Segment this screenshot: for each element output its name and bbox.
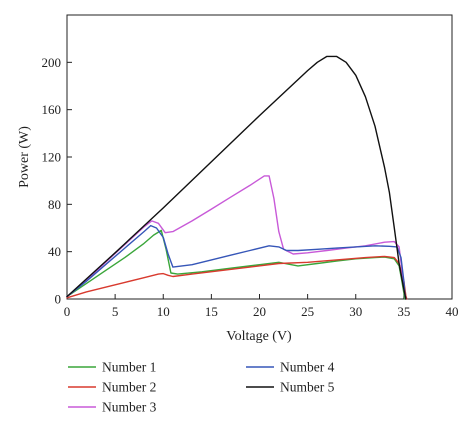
y-axis-label: Power (W): [17, 126, 32, 188]
series-line-5: [66, 55, 407, 300]
series-line-2: [66, 255, 408, 300]
x-tick-label: 35: [397, 304, 410, 319]
y-tick-label: 200: [42, 55, 62, 70]
x-tick-label: 30: [349, 304, 362, 319]
legend: Number 1 Number 2 Number 3 Number 4 Number 5: [68, 360, 335, 415]
x-tick-label: 5: [112, 304, 119, 319]
legend-label: Number 2: [102, 380, 156, 395]
x-tick-label: 15: [205, 304, 218, 319]
y-tick-label: 40: [48, 244, 61, 259]
x-tick-label: 10: [157, 304, 170, 319]
x-tick-label: 25: [301, 304, 314, 319]
y-tick-label: 0: [55, 292, 62, 307]
series-line-1: [66, 229, 406, 300]
y-tick-label: 120: [42, 150, 62, 165]
series-line-4: [66, 224, 407, 300]
legend-label: Number 3: [102, 400, 157, 415]
x-tick-label: 0: [64, 304, 71, 319]
series-layer: [66, 55, 408, 300]
y-tick-label: 80: [48, 197, 61, 212]
x-tick-label: 40: [446, 304, 459, 319]
x-tick-label: 20: [253, 304, 266, 319]
series-line-3: [66, 175, 407, 300]
legend-label: Number 5: [280, 380, 335, 395]
axis-ticks: 0 5 10 15 20 25 30 35 40 0 40 80 120 160 200: [42, 55, 459, 319]
plot-frame: [66, 14, 453, 300]
legend-label: Number 1: [102, 360, 156, 375]
x-axis-label: Voltage (V): [226, 329, 292, 344]
legend-label: Number 4: [280, 360, 335, 375]
y-tick-label: 160: [42, 102, 62, 117]
